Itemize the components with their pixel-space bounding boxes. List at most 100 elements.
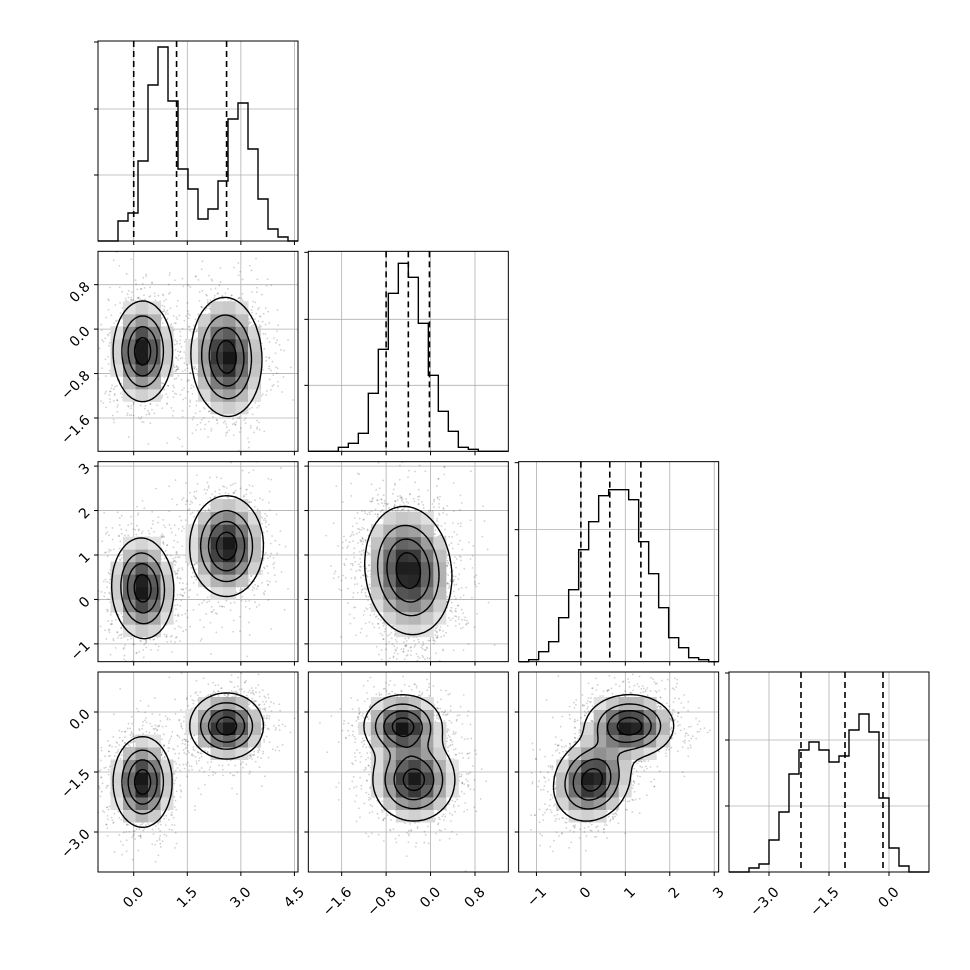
scatter-point bbox=[105, 638, 108, 640]
scatter-point bbox=[129, 298, 132, 301]
scatter-point bbox=[353, 617, 355, 620]
scatter-point bbox=[236, 219, 238, 221]
scatter-point bbox=[267, 310, 270, 313]
scatter-point bbox=[204, 492, 207, 495]
scatter-point bbox=[282, 376, 285, 378]
scatter-point bbox=[192, 571, 194, 574]
scatter-point bbox=[182, 398, 185, 401]
scatter-point bbox=[395, 649, 397, 652]
scatter-point bbox=[212, 416, 214, 418]
scatter-point bbox=[183, 527, 185, 530]
scatter-point bbox=[136, 524, 138, 527]
scatter-point bbox=[166, 640, 169, 643]
scatter-point bbox=[112, 639, 115, 642]
scatter-point bbox=[254, 601, 257, 603]
scatter-point bbox=[108, 342, 111, 344]
density-cell bbox=[210, 313, 224, 327]
scatter-point bbox=[100, 591, 103, 593]
scatter-point bbox=[149, 402, 152, 405]
scatter-point bbox=[187, 312, 190, 315]
scatter-point bbox=[96, 585, 98, 587]
scatter-point bbox=[189, 286, 192, 288]
scatter-point bbox=[266, 565, 268, 568]
scatter-point bbox=[361, 543, 364, 546]
scatter-point bbox=[248, 599, 251, 602]
scatter-point bbox=[126, 414, 128, 417]
scatter-point bbox=[184, 369, 187, 372]
scatter-point bbox=[241, 595, 244, 598]
y-tick-label: 3 bbox=[76, 460, 94, 478]
scatter-point bbox=[181, 415, 184, 418]
scatter-point bbox=[175, 620, 178, 622]
scatter-point bbox=[136, 288, 139, 291]
scatter-point bbox=[200, 305, 203, 308]
scatter-point bbox=[436, 631, 439, 634]
scatter-point bbox=[100, 329, 103, 332]
scatter-point bbox=[453, 531, 456, 533]
scatter-point bbox=[170, 323, 173, 326]
scatter-point bbox=[128, 414, 131, 417]
scatter-point bbox=[177, 528, 180, 530]
scatter-point bbox=[231, 423, 234, 426]
panel-frame bbox=[307, 250, 509, 452]
scatter-point bbox=[251, 485, 254, 488]
scatter-point bbox=[202, 626, 205, 629]
scatter-point bbox=[365, 595, 368, 598]
scatter-point bbox=[195, 368, 198, 371]
scatter-point bbox=[274, 539, 277, 542]
scatter-point bbox=[120, 612, 123, 615]
scatter-point bbox=[195, 400, 198, 402]
scatter-point bbox=[109, 549, 112, 552]
scatter-point bbox=[191, 330, 194, 333]
scatter-point bbox=[436, 523, 439, 526]
scatter-point bbox=[268, 378, 271, 381]
panel-2-1 bbox=[304, 461, 509, 666]
scatter-point bbox=[266, 580, 269, 582]
density-cell bbox=[148, 338, 161, 352]
density-cell bbox=[223, 401, 236, 415]
scatter-point bbox=[101, 339, 104, 341]
contour-level-0 bbox=[112, 296, 263, 418]
scatter-point bbox=[250, 575, 253, 578]
scatter-point bbox=[255, 291, 258, 293]
scatter-point bbox=[253, 587, 256, 590]
density-cell bbox=[123, 624, 136, 638]
scatter-point bbox=[462, 649, 465, 652]
scatter-point bbox=[238, 296, 241, 299]
scatter-point bbox=[453, 562, 456, 564]
scatter-point bbox=[118, 517, 121, 519]
scatter-point bbox=[452, 649, 455, 652]
scatter-point bbox=[400, 648, 403, 651]
scatter-point bbox=[160, 535, 163, 537]
scatter-point bbox=[280, 571, 283, 573]
scatter-point bbox=[197, 278, 200, 281]
scatter-point bbox=[194, 412, 197, 415]
scatter-point bbox=[193, 367, 196, 369]
scatter-point bbox=[179, 335, 182, 338]
scatter-point bbox=[194, 496, 197, 499]
scatter-point bbox=[111, 538, 114, 541]
scatter-point bbox=[355, 522, 358, 525]
scatter-point bbox=[233, 266, 235, 269]
scatter-point bbox=[168, 292, 170, 295]
scatter-point bbox=[169, 291, 171, 294]
scatter-point bbox=[251, 311, 254, 314]
scatter-point bbox=[151, 281, 153, 284]
scatter-point bbox=[115, 670, 117, 672]
scatter-point bbox=[181, 277, 184, 280]
scatter-point bbox=[163, 376, 166, 379]
scatter-point bbox=[219, 267, 222, 269]
scatter-point bbox=[145, 640, 148, 643]
density-cell bbox=[248, 351, 261, 365]
scatter-point bbox=[245, 493, 248, 496]
scatter-point bbox=[353, 606, 355, 609]
density-cell bbox=[235, 536, 249, 550]
density-cell bbox=[110, 586, 124, 600]
scatter-point bbox=[487, 601, 490, 604]
scatter-point bbox=[179, 342, 181, 345]
scatter-point bbox=[240, 297, 243, 300]
scatter-point bbox=[123, 646, 125, 649]
scatter-point bbox=[401, 498, 404, 501]
scatter-point bbox=[251, 455, 253, 457]
scatter-point bbox=[221, 605, 223, 608]
